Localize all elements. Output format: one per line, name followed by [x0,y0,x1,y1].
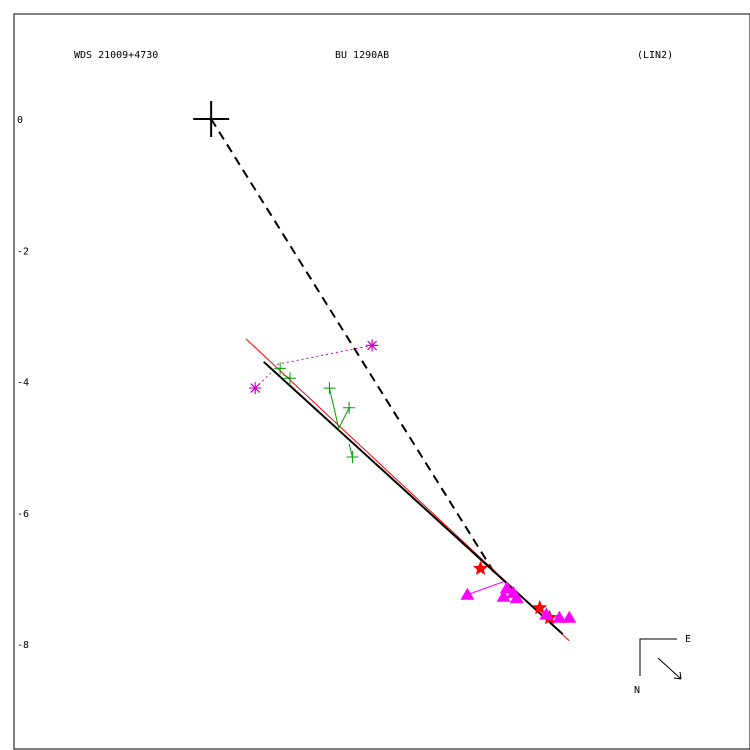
plus-marker [343,401,356,414]
residual-line [328,387,340,431]
residual-line [273,344,373,366]
header-left: WDS 21009+4730 [74,50,158,61]
header-right: (LIN2) [637,50,673,61]
y-tick-label: -2 [17,246,29,257]
plus-marker [274,362,287,375]
y-tick-label: -8 [17,640,29,651]
compass-axes [639,638,677,676]
residual-line [348,443,353,458]
triangle-marker [552,610,567,623]
asterisk-marker [249,382,262,395]
fit-lines [193,101,570,642]
plot-frame [13,13,750,750]
residual-line [283,374,291,379]
plus-marker [346,450,359,463]
residual-line [254,371,273,389]
residual-line [338,407,350,428]
compass-east-label: E [685,634,691,645]
y-tick-label: -6 [17,509,29,520]
plus-marker [284,372,296,385]
y-axis-ticks: 0 -2 -4 -6 -8 [17,115,29,651]
triangle-marker [460,587,475,600]
compass-north-label: N [634,685,640,696]
asterisk-marker [366,339,379,352]
compass: E N [634,634,691,696]
triangle-marker [509,591,524,604]
y-tick-label: 0 [17,115,23,126]
primary-star-marker [193,101,230,137]
triangle-marker [562,610,577,623]
y-tick-label: -4 [17,378,29,389]
star-marker [473,560,489,575]
motion-arrow-icon [657,657,682,680]
triangle-marker [539,607,554,620]
residual-lines [254,344,570,622]
header-center: BU 1290AB [335,50,389,61]
residual-line [467,581,504,596]
observation-markers [249,339,577,625]
plus-marker [323,382,336,395]
triangle-marker [496,589,511,602]
star-marker [532,599,548,615]
